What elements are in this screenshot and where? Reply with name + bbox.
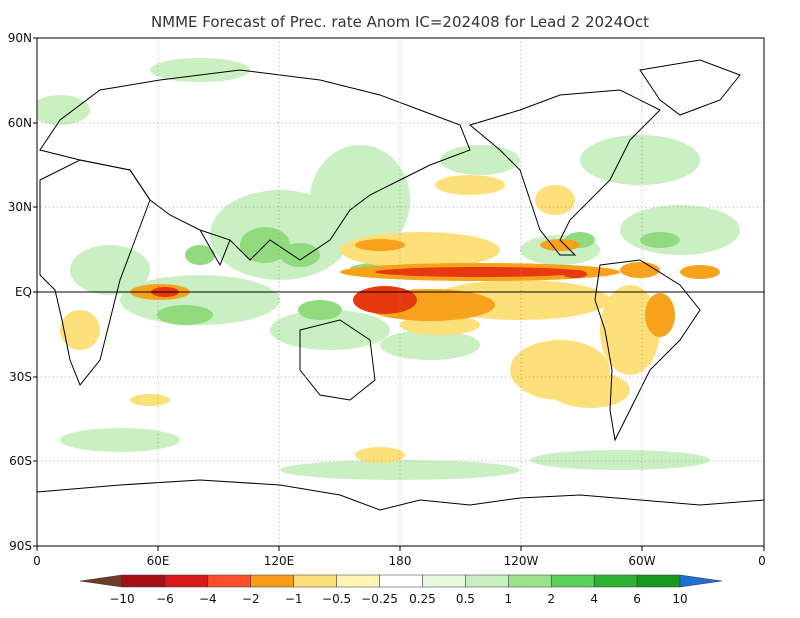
colorbar-label: −1 [285,592,303,606]
colorbar-label: 0.25 [409,592,436,606]
colorbar-swatch [422,574,466,588]
lon-tick-label: 60W [628,554,655,568]
colorbar-label: 4 [590,592,598,606]
colorbar-swatch [465,574,509,588]
lat-tick-label: 30S [9,370,32,384]
colorbar-swatch [293,574,337,588]
coastlines [37,59,764,511]
lon-tick-label: 0 [758,554,766,568]
lat-tick-label: 90S [9,539,32,553]
colorbar-label: 2 [547,592,555,606]
colorbar-label: 1 [504,592,512,606]
colorbar-swatch [121,574,166,588]
map-grid [37,38,764,546]
lon-tick-label: 60E [147,554,170,568]
lat-tick-label: EQ [15,285,32,299]
colorbar-swatch [636,574,681,588]
lat-tick-label: 30N [8,200,32,214]
colorbar-swatch [593,574,638,588]
colorbar-swatch [207,574,252,588]
lat-axis: 90N 60N 30N EQ 30S 60S 90S [8,31,37,553]
map-title: NMME Forecast of Prec. rate Anom IC=2024… [151,13,649,31]
colorbar-label: −2 [242,592,260,606]
colorbar-label: 6 [633,592,641,606]
lon-tick-label: 120E [264,554,295,568]
colorbar-label: −10 [109,592,134,606]
colorbar-label: −0.5 [322,592,351,606]
colorbar-label: 0.5 [456,592,475,606]
colorbar-label: −0.25 [361,592,398,606]
lon-tick-label: 120W [504,554,539,568]
strong-dry-region [151,267,587,314]
colorbar-swatch [379,574,423,588]
anomaly-field [37,38,764,546]
colorbar-swatch [550,574,595,588]
colorbar-label: −6 [156,592,174,606]
lon-tick-label: 0 [33,554,41,568]
colorbar-label: −4 [199,592,217,606]
colorbar: −10 −6 −4 −2 −1 −0.5 −0.25 0.25 0.5 1 2 4 6 10 [79,574,723,606]
colorbar-extend-high [679,574,723,588]
weak-dry-region [60,175,660,463]
lat-tick-label: 60S [9,454,32,468]
colorbar-swatch [250,574,294,588]
lon-tick-label: 180 [389,554,412,568]
colorbar-swatch [336,574,380,588]
lon-axis: 0 60E 120E 180 120W 60W 0 [33,546,766,568]
colorbar-label: 10 [672,592,687,606]
colorbar-swatch [508,574,552,588]
colorbar-swatch [164,574,209,588]
lat-tick-label: 90N [8,31,32,45]
lat-tick-label: 60N [8,116,32,130]
colorbar-extend-low [79,574,123,588]
